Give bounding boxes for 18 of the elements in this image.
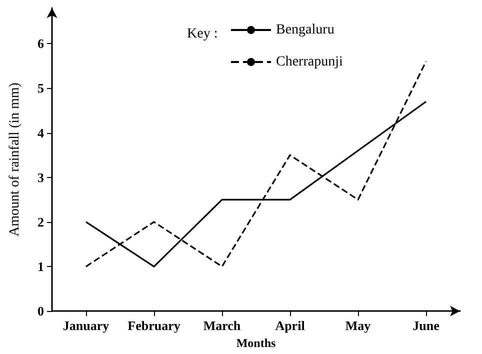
y-tick-label: 4 <box>38 125 44 140</box>
legend-title: Key : <box>187 26 218 42</box>
y-axis-title: Amount of rainfall (in mm) <box>8 82 22 237</box>
x-tick-label: June <box>412 318 440 334</box>
x-axis-title: Months <box>236 336 276 350</box>
legend-label: Cherrapunji <box>276 54 343 70</box>
legend-label: Bengaluru <box>276 22 334 38</box>
y-tick-label: 2 <box>38 214 44 230</box>
y-tick-label: 3 <box>38 170 44 185</box>
y-tick-label: 0 <box>38 304 44 319</box>
x-tick-label: March <box>203 318 242 334</box>
y-tick-label: 1 <box>38 259 44 274</box>
x-tick-label: May <box>345 318 372 334</box>
y-tick-label: 5 <box>38 80 44 96</box>
x-tick-label: April <box>275 318 306 334</box>
x-tick-label: January <box>62 318 110 334</box>
y-tick-label: 6 <box>38 36 44 52</box>
x-tick-label: February <box>128 318 181 334</box>
